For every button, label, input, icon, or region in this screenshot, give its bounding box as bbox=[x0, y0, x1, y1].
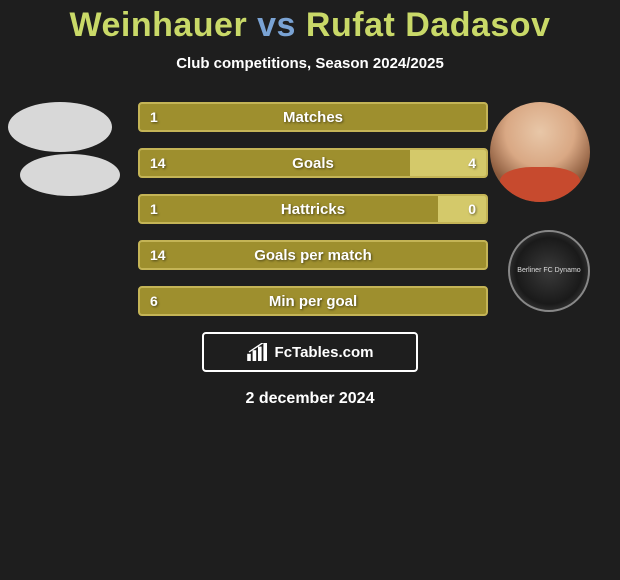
title-player-right: Rufat Dadasov bbox=[306, 6, 551, 44]
stat-bar: 6Min per goal bbox=[138, 286, 488, 316]
title-player-left: Weinhauer bbox=[70, 6, 248, 44]
watermark-text: FcTables.com bbox=[275, 344, 374, 361]
stat-bar: 1Matches bbox=[138, 102, 488, 132]
bar-label: Hattricks bbox=[140, 196, 486, 222]
club-badge-text: Berliner FC Dynamo bbox=[517, 267, 580, 275]
avatar-right-club: Berliner FC Dynamo bbox=[508, 230, 590, 312]
bar-label: Matches bbox=[140, 104, 486, 130]
bar-label: Goals bbox=[140, 150, 486, 176]
bar-label: Min per goal bbox=[140, 288, 486, 314]
chart-icon bbox=[247, 343, 269, 361]
date-label: 2 december 2024 bbox=[0, 390, 620, 408]
watermark: FcTables.com bbox=[202, 332, 418, 372]
comparison-infographic: Weinhauer vs Rufat Dadasov Club competit… bbox=[0, 0, 620, 442]
stat-bar: 14Goals4 bbox=[138, 148, 488, 178]
avatar-right-player bbox=[490, 102, 590, 202]
avatar-left-club bbox=[20, 154, 120, 196]
stat-bars: 1Matches 14Goals4 1Hattricks0 14Goals per m… bbox=[138, 102, 488, 332]
stat-bar: 14Goals per match bbox=[138, 240, 488, 270]
avatar-left-player bbox=[8, 102, 112, 152]
content-area: Berliner FC Dynamo 1Matches 14Goals4 1Hatt… bbox=[0, 102, 620, 442]
page-title: Weinhauer vs Rufat Dadasov bbox=[0, 6, 620, 45]
bar-value-right: 4 bbox=[468, 150, 476, 176]
stat-bar: 1Hattricks0 bbox=[138, 194, 488, 224]
title-vs: vs bbox=[257, 6, 296, 44]
subtitle: Club competitions, Season 2024/2025 bbox=[0, 55, 620, 72]
bar-label: Goals per match bbox=[140, 242, 486, 268]
bar-value-right: 0 bbox=[468, 196, 476, 222]
